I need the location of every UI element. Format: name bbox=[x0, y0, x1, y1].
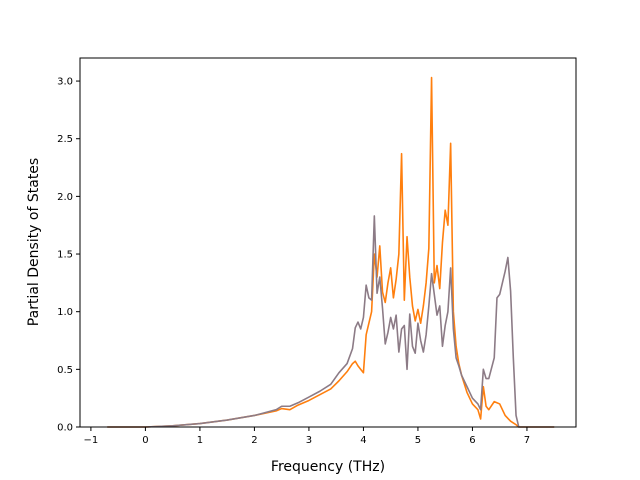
x-tick-label: 4 bbox=[360, 435, 366, 446]
y-tick-label: 0.0 bbox=[57, 423, 73, 434]
x-tick-label: 7 bbox=[524, 435, 530, 446]
series-group bbox=[107, 76, 555, 428]
y-axis-label: Partial Density of States bbox=[26, 158, 42, 326]
y-tick-label: 2.0 bbox=[57, 192, 73, 203]
y-tick-label: 1.0 bbox=[57, 307, 73, 318]
series-line-1 bbox=[107, 76, 555, 428]
x-axis-label: Frequency (THz) bbox=[271, 459, 385, 475]
x-tick-label: 5 bbox=[415, 435, 421, 446]
x-axis: −1 0 1 2 3 4 5 6 7 bbox=[84, 427, 530, 446]
x-tick-label: 2 bbox=[251, 435, 257, 446]
x-tick-label: 1 bbox=[197, 435, 203, 446]
x-tick-label: −1 bbox=[84, 435, 99, 446]
y-tick-label: 1.5 bbox=[57, 250, 73, 261]
y-tick-label: 3.0 bbox=[57, 77, 73, 88]
x-tick-label: 3 bbox=[306, 435, 312, 446]
y-axis: 0.0 0.5 1.0 1.5 2.0 2.5 3.0 bbox=[57, 77, 80, 434]
y-tick-label: 0.5 bbox=[57, 365, 73, 376]
series-line-2 bbox=[107, 215, 555, 428]
x-tick-label: 6 bbox=[469, 435, 475, 446]
x-tick-label: 0 bbox=[142, 435, 148, 446]
plot-frame bbox=[79, 57, 577, 428]
y-tick-label: 2.5 bbox=[57, 134, 73, 145]
